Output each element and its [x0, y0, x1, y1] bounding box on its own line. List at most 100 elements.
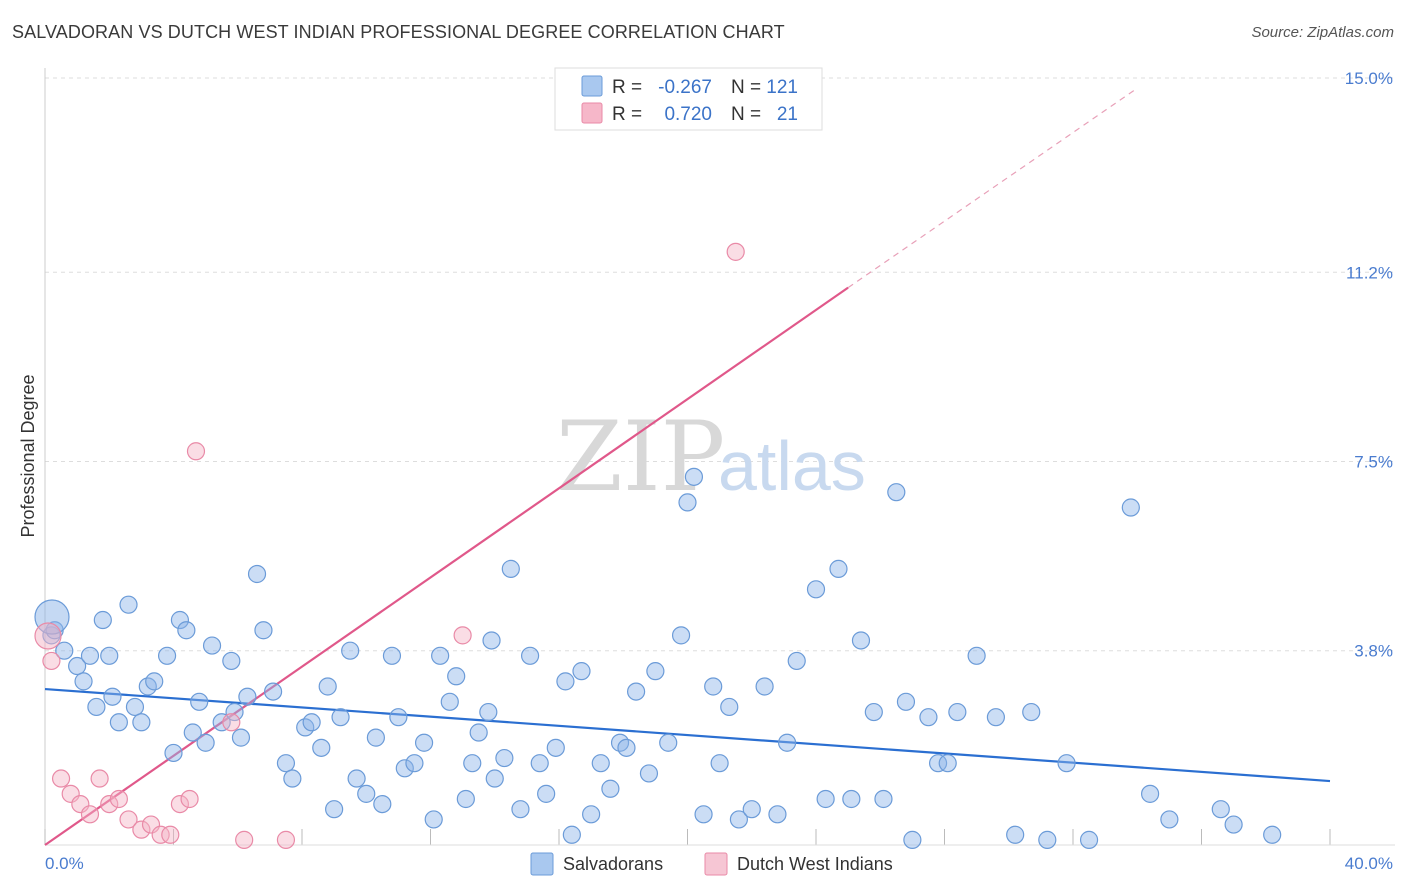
salvadoran-point [617, 738, 636, 757]
salvadoran-trend-line [44, 687, 1331, 783]
salvadoran-point [851, 631, 871, 650]
points-layer [34, 242, 1282, 849]
salvadoran-point [431, 646, 450, 665]
salvadoran-point [806, 580, 826, 599]
salvadoran-point [247, 564, 267, 584]
salvadoran-point [366, 728, 385, 747]
salvadoran-point [646, 662, 665, 681]
dutch-west-indian-point [170, 794, 190, 814]
legend-n-label: N = [731, 77, 761, 98]
salvadoran-point [582, 805, 601, 824]
salvadoran-point [671, 626, 691, 645]
legend-swatch [581, 102, 603, 124]
salvadoran-point [1140, 784, 1160, 803]
salvadoran-point [196, 733, 215, 752]
salvadoran-point [109, 713, 128, 732]
salvadoran-point [145, 672, 164, 691]
salvadoran-point [225, 702, 244, 722]
salvadoran-point [710, 754, 729, 773]
salvadoran-point [202, 636, 222, 655]
salvadoran-point [312, 738, 331, 757]
salvadoran-point [742, 800, 761, 819]
salvadoran-point [479, 702, 498, 722]
salvadoran-point [447, 667, 466, 686]
chart-source: Source: ZipAtlas.com [1251, 24, 1394, 41]
salvadoran-point [562, 825, 581, 844]
salvadoran-point [74, 672, 93, 691]
grid-layer [45, 77, 1395, 652]
salvadoran-point [967, 646, 986, 665]
salvadoran-point [424, 810, 443, 829]
salvadoran-point [100, 646, 119, 665]
dutch-west-indian-point [151, 825, 170, 844]
salvadoran-point [1038, 830, 1057, 849]
watermark-zip: ZIP [556, 401, 725, 513]
salvadoran-point [729, 810, 749, 829]
watermark-atlas: atlas [718, 427, 866, 505]
salvadoran-point [190, 692, 209, 711]
salvadoran-point [212, 713, 231, 732]
salvadoran-point [157, 646, 177, 665]
salvadoran-point [639, 764, 659, 783]
salvadoran-point [389, 708, 408, 727]
salvadoran-point [341, 641, 360, 660]
y-tick-label: 15.0% [1345, 69, 1393, 88]
salvadoran-point [556, 672, 575, 691]
salvadoran-point [1022, 702, 1041, 722]
salvadoran-point [986, 708, 1006, 727]
dutch-west-indian-point [132, 820, 151, 839]
salvadoran-point [1160, 810, 1179, 829]
bottom-legend-swatch [530, 852, 554, 876]
dutch-west-indian-point [453, 626, 472, 645]
salvadoran-point [928, 754, 948, 773]
bottom-legend-swatch [704, 852, 728, 876]
salvadoran-point [231, 728, 251, 747]
legend-r-label: R = [612, 77, 642, 98]
salvadoran-point [874, 789, 893, 809]
dutch-west-indian-point [100, 794, 119, 814]
salvadoran-point [276, 754, 296, 773]
bottom-legend-label: Dutch West Indians [737, 854, 893, 874]
salvadoran-point [55, 641, 74, 660]
chart-title: SALVADORAN VS DUTCH WEST INDIAN PROFESSI… [12, 22, 785, 42]
salvadoran-point [1057, 754, 1076, 773]
salvadoran-point [87, 697, 106, 717]
dutch-west-indian-point [222, 713, 241, 732]
dutch-west-indian-point [109, 789, 128, 809]
y-tick-label: 3.8% [1354, 642, 1393, 661]
salvadoran-point [238, 687, 257, 706]
legend-n-value: 21 [777, 104, 798, 125]
salvadoran-point [405, 754, 424, 773]
salvadoran-point [816, 789, 835, 809]
legend-n-value: 121 [766, 77, 798, 98]
dutch-west-indian-point [186, 442, 206, 461]
salvadoran-point [331, 708, 350, 727]
watermark: ZIP atlas [556, 401, 866, 513]
salvadoran-point [678, 493, 697, 512]
salvadoran-point [318, 677, 337, 696]
dutch-west-indian-point [235, 830, 254, 849]
salvadoran-point [626, 682, 646, 701]
dutch-west-indian-trend-line [44, 286, 849, 846]
salvadoran-point [183, 723, 202, 742]
salvadoran-point [463, 754, 482, 773]
salvadoran-point [469, 723, 488, 742]
dutch-west-indian-point [42, 651, 61, 671]
dutch-west-indian-point [51, 769, 71, 788]
salvadoran-point [511, 800, 530, 819]
salvadoran-point [456, 789, 475, 809]
salvadoran-point [254, 621, 273, 640]
salvadoran-point [1211, 800, 1230, 819]
salvadoran-point [177, 621, 196, 640]
salvadoran-point [132, 713, 151, 732]
salvadoran-point [1006, 825, 1025, 844]
salvadoran-point [1263, 825, 1282, 844]
dutch-west-indian-point [80, 805, 100, 824]
legend-swatch [581, 75, 603, 97]
dutch-west-indian-point [161, 825, 180, 844]
y-axis-label: Professional Degree [18, 374, 38, 537]
x-tick-label: 0.0% [45, 854, 84, 873]
salvadoran-point [684, 467, 704, 486]
dutch-west-indian-point [180, 789, 199, 809]
dutch-west-indian-trend-extension [847, 87, 1138, 289]
